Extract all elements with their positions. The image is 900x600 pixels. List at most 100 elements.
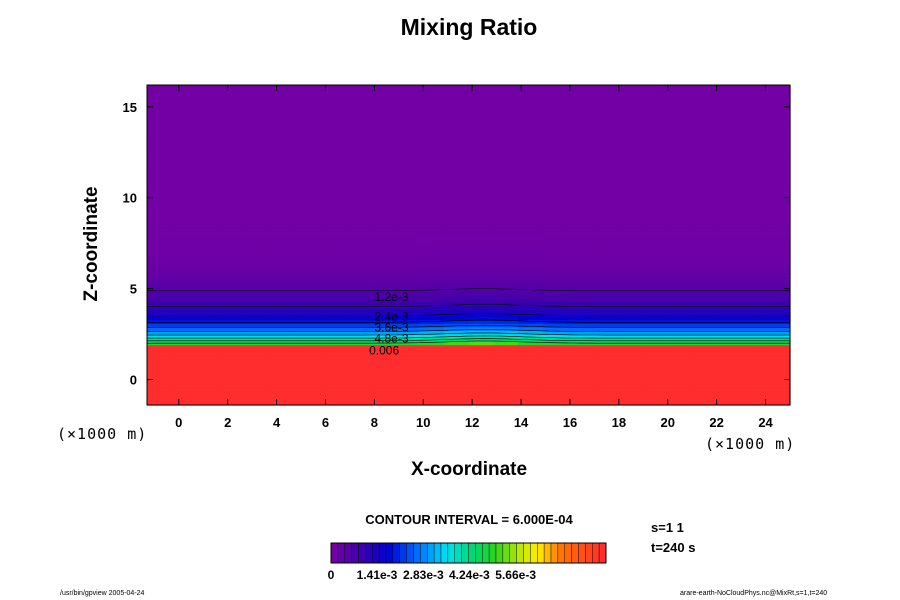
field-cell	[394, 255, 420, 260]
field-cell	[542, 227, 568, 232]
field-cell	[641, 380, 667, 385]
field-cell	[221, 305, 247, 310]
field-cell	[369, 362, 395, 367]
field-cell	[592, 387, 618, 392]
field-cell	[270, 170, 296, 175]
field-cell	[419, 401, 445, 406]
field-cell	[196, 234, 222, 239]
field-cell	[221, 220, 247, 225]
field-cell	[567, 227, 593, 232]
field-cell	[691, 213, 717, 218]
field-cell	[740, 149, 766, 154]
field-cell	[394, 149, 420, 154]
field-cell	[592, 355, 618, 360]
field-cell	[493, 326, 519, 331]
field-cell	[369, 273, 395, 278]
field-cell	[419, 309, 445, 314]
s-label: s=1 1	[651, 520, 684, 535]
field-cell	[567, 131, 593, 136]
field-cell	[344, 316, 371, 321]
field-cell	[542, 113, 568, 118]
field-cell	[616, 337, 643, 342]
field-cell	[493, 383, 519, 388]
field-cell	[542, 109, 568, 115]
field-cell	[765, 241, 791, 246]
field-cell	[567, 152, 593, 157]
field-cell	[765, 124, 791, 129]
colorbar-cell	[372, 542, 380, 564]
field-cell	[196, 166, 222, 171]
field-cell	[270, 273, 296, 278]
field-cell	[147, 138, 173, 143]
field-cell	[765, 326, 791, 331]
field-cell	[344, 198, 371, 203]
field-cell	[171, 134, 197, 139]
field-cell	[691, 106, 717, 111]
field-cell	[641, 259, 667, 264]
field-cell	[171, 181, 197, 186]
field-cell	[221, 120, 247, 125]
field-cell	[542, 241, 568, 246]
field-cell	[221, 252, 247, 257]
field-cell	[245, 344, 272, 349]
field-cell	[295, 259, 321, 264]
field-cell	[740, 284, 766, 289]
field-cell	[221, 131, 247, 136]
field-cell	[592, 373, 618, 378]
field-cell	[542, 209, 568, 214]
field-cell	[567, 280, 593, 285]
field-cell	[542, 85, 568, 90]
field-cell	[320, 312, 346, 317]
field-cell	[740, 99, 766, 104]
field-cell	[715, 294, 742, 299]
field-cell	[641, 159, 667, 164]
field-cell	[369, 323, 395, 328]
field-cell	[641, 127, 667, 132]
field-cell	[196, 209, 222, 214]
contour-lines	[147, 288, 790, 344]
field-cell	[493, 291, 519, 296]
field-cell	[691, 380, 717, 385]
field-cell	[245, 166, 272, 171]
colorbar-cell	[578, 542, 586, 564]
field-cell	[394, 373, 420, 378]
field-cell	[295, 127, 321, 132]
field-cell	[245, 280, 272, 285]
field-cell	[641, 298, 667, 303]
field-cell	[320, 109, 346, 115]
field-cell	[320, 113, 346, 118]
field-cell	[419, 124, 445, 129]
field-cell	[765, 181, 791, 186]
field-cell	[270, 262, 296, 267]
field-cell	[270, 234, 296, 239]
field-cell	[171, 387, 197, 392]
field-cell	[691, 245, 717, 250]
field-cell	[468, 92, 494, 97]
field-cell	[394, 387, 420, 392]
field-cell	[765, 259, 791, 264]
field-cell	[369, 252, 395, 257]
field-cell	[171, 337, 197, 342]
field-cell	[245, 291, 272, 296]
field-cell	[369, 109, 395, 115]
field-cell	[641, 316, 667, 321]
field-cell	[369, 376, 395, 381]
field-cell	[295, 287, 321, 292]
field-cell	[369, 312, 395, 317]
field-cell	[295, 149, 321, 154]
field-cell	[295, 309, 321, 314]
field-cell	[641, 355, 667, 360]
field-cell	[493, 373, 519, 378]
field-cell	[443, 280, 470, 285]
field-cell	[468, 301, 494, 307]
field-cell	[765, 198, 791, 203]
field-cell	[715, 319, 742, 324]
field-cell	[592, 316, 618, 321]
field-cell	[369, 92, 395, 97]
field-cell	[320, 230, 346, 235]
field-cell	[567, 195, 593, 200]
field-cell	[245, 152, 272, 157]
field-cell	[765, 255, 791, 260]
field-cell	[147, 284, 173, 289]
field-cell	[740, 209, 766, 214]
